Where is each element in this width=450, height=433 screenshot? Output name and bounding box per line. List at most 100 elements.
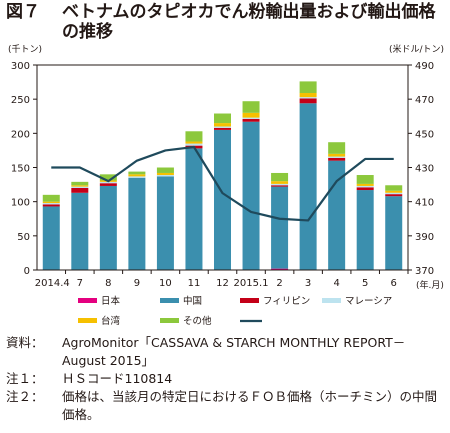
note-text: AgroMonitor「CASSAVA & STARCH MONTHLY REP… [62,335,406,368]
bar-segment-フィリピン [385,194,403,197]
right-tick-label: 450 [415,129,434,140]
bar-segment-マレーシア [128,176,146,178]
right-tick-label: 410 [415,198,434,209]
x-tick-label: 3 [305,278,311,289]
plot-frame [36,64,409,271]
bar-segment-フィリピン [99,183,117,186]
bar-segment-台湾 [71,185,89,187]
bar-segment-その他 [99,174,117,181]
x-tick-label: 9 [134,278,140,289]
bar-segment-その他 [185,131,203,142]
right-tick-label: 490 [415,61,434,72]
bar-segment-マレーシア [299,97,317,99]
bar-segment-その他 [385,185,403,191]
bar-segment-中国 [271,186,289,269]
bar-segment-その他 [128,171,146,175]
bar-segment-台湾 [242,112,260,118]
bar-segment-その他 [356,175,374,184]
bar-segment-中国 [71,192,89,270]
bar-segment-中国 [242,121,260,270]
bar-segment-台湾 [214,123,231,127]
bar-segment-中国 [299,103,317,271]
bar-segment-中国 [128,177,146,270]
notes: 資料： AgroMonitor「CASSAVA & STARCH MONTHLY… [6,334,448,424]
left-tick-label: 150 [11,164,30,175]
legend-label: マレーシア [345,296,392,307]
legend-label: 台湾 [101,315,121,327]
x-tick-label: 2015.1 [234,278,269,289]
left-tick-label: 300 [11,61,30,72]
figure-label: 図７ [6,2,40,22]
legend-swatch-中国 [160,298,179,303]
note-1: 注１： ＨＳコード110814 [6,370,448,388]
bar-segment-フィリピン [42,204,60,207]
note-text: 価格は、当該月の特定日におけるＦＯＢ価格（ホーチミン）の中間価格。 [62,389,438,422]
bar-segment-中国 [42,206,60,270]
legend-swatch-マレーシア [322,298,341,303]
legend-swatch-日本 [78,298,97,303]
x-axis-unit: (年.月) [416,279,444,291]
bar-segment-台湾 [385,190,403,193]
bar-segment-マレーシア [185,143,203,146]
legend-label: フィリピン [263,296,310,307]
note-2: 注２： 価格は、当該月の特定日におけるＦＯＢ価格（ホーチミン）の中間価格。 [6,388,448,424]
x-tick-label: 2014.4 [35,278,70,289]
bar-segment-フィリピン [71,188,89,193]
left-axis-unit: (千トン) [8,44,42,55]
bar-segment-マレーシア [42,203,60,205]
x-tick-label: 8 [105,278,111,289]
bar-segment-マレーシア [99,181,117,184]
bar-segment-マレーシア [71,186,89,188]
bar-segment-中国 [385,196,403,270]
bar-segment-マレーシア [271,183,289,186]
right-axis-unit: (米ドル/トン) [389,43,444,55]
bar-segment-台湾 [299,93,317,98]
bar-segment-台湾 [328,153,346,157]
bar-segment-フィリピン [356,187,374,191]
note-key: 資料： [6,335,44,350]
bar-segment-その他 [71,181,89,186]
x-tick-label: 4 [333,278,339,289]
right-tick-label: 470 [415,95,434,106]
left-tick-label: 100 [11,198,30,209]
bar-segment-台湾 [156,172,174,176]
legend-label: 中国 [183,295,202,307]
bar-segment-マレーシア [328,156,346,158]
legend-label: 日本 [101,295,121,307]
legend-swatch-その他 [160,318,179,323]
bar-segment-その他 [299,81,317,94]
bar-segment-マレーシア [214,126,231,128]
bar-segment-台湾 [356,183,374,186]
bar-segment-その他 [42,194,60,202]
price-line [51,145,394,222]
bar-segment-フィリピン [214,127,231,130]
x-tick-label: 5 [362,278,368,289]
bar-segment-マレーシア [356,185,374,188]
note-key: 注２： [6,389,44,404]
note-key: 注１： [6,371,44,386]
bar-segment-その他 [214,113,231,124]
bar-segment-その他 [328,142,346,154]
bar-segment-マレーシア [242,117,260,119]
figure-title-text: ベトナムのタピオカでん粉輸出量および輸出価格の推移 [62,2,436,42]
bar-segment-フィリピン [271,185,289,187]
bar-segment-フィリピン [299,98,317,104]
bar-segment-台湾 [42,201,60,204]
bar-segment-中国 [356,190,374,270]
x-tick-label: 6 [391,278,397,289]
x-tick-label: 12 [216,278,229,289]
x-tick-label: 2 [276,278,282,289]
legend-swatch-台湾 [78,318,97,323]
bar-segment-その他 [242,101,260,113]
bar-segment-台湾 [271,181,289,184]
bar-segment-その他 [271,172,289,182]
bar-segment-フィリピン [242,118,260,122]
right-tick-label: 430 [415,164,434,175]
right-tick-label: 390 [415,232,434,243]
bar-segment-中国 [185,148,203,270]
x-tick-label: 11 [188,278,201,289]
left-tick-label: 50 [17,232,30,243]
note-source: 資料： AgroMonitor「CASSAVA & STARCH MONTHLY… [6,334,448,370]
bar-segment-中国 [214,129,231,270]
